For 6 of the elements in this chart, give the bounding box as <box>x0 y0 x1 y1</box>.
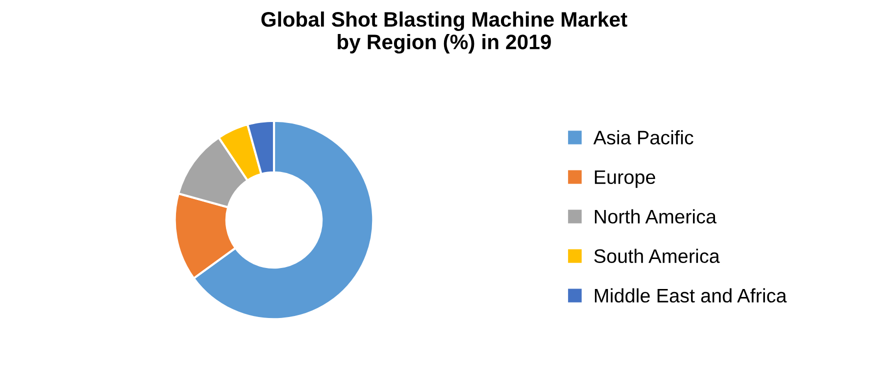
legend-label: Middle East and Africa <box>594 288 787 303</box>
legend-label: South America <box>594 248 720 264</box>
chart-title: Global Shot Blasting Machine Market by Region (%) in 2019 <box>261 11 628 54</box>
legend-label: Europe <box>594 170 656 188</box>
legend-label: North America <box>594 209 717 224</box>
legend-label: Asia Pacific <box>593 130 694 144</box>
